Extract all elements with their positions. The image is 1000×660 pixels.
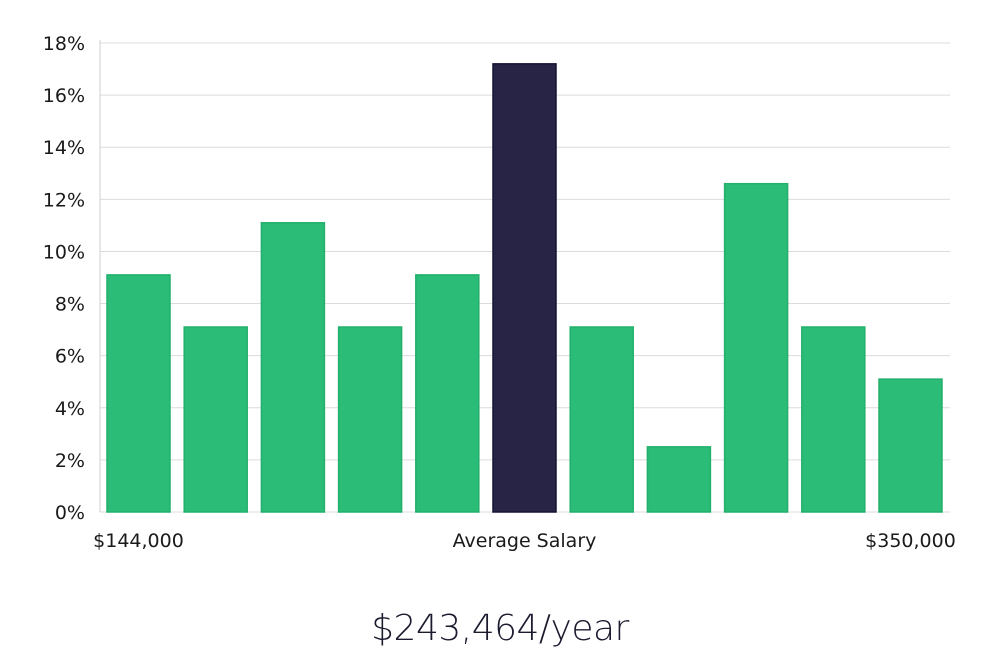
bar [183,326,248,513]
x-label-max-salary: $350,000 [865,530,956,552]
bar-average-salary [492,63,557,513]
bar [260,222,326,513]
y-tick-label: 8% [55,294,85,316]
x-label-min-salary: $144,000 [93,530,184,552]
average-salary-value: $243,464/year [371,608,629,649]
x-axis-labels: $144,000 Average Salary $350,000 [93,530,956,552]
y-tick-label: 18% [43,33,85,55]
bar [723,182,789,513]
y-tick-label: 2% [55,450,85,472]
y-tick-label: 14% [43,137,85,159]
bar [569,326,634,513]
y-tick-label: 10% [43,241,85,263]
bar [415,274,480,513]
bar [801,326,866,513]
bar [878,378,943,513]
bar [337,326,403,513]
y-tick-label: 16% [43,85,85,107]
salary-distribution-chart: 0% 2% 4% 6% 8% 10% 12% 14% 16% 18% $144,000 Avera… [43,33,956,552]
y-tick-label: 6% [55,346,85,368]
bar [646,446,712,513]
y-tick-label: 4% [55,398,85,420]
bars [106,63,943,513]
x-label-average-salary: Average Salary [453,530,597,552]
y-axis-ticks: 0% 2% 4% 6% 8% 10% 12% 14% 16% 18% [43,33,85,524]
y-tick-label: 0% [55,502,85,524]
y-tick-label: 12% [43,189,85,211]
bar [106,274,171,513]
